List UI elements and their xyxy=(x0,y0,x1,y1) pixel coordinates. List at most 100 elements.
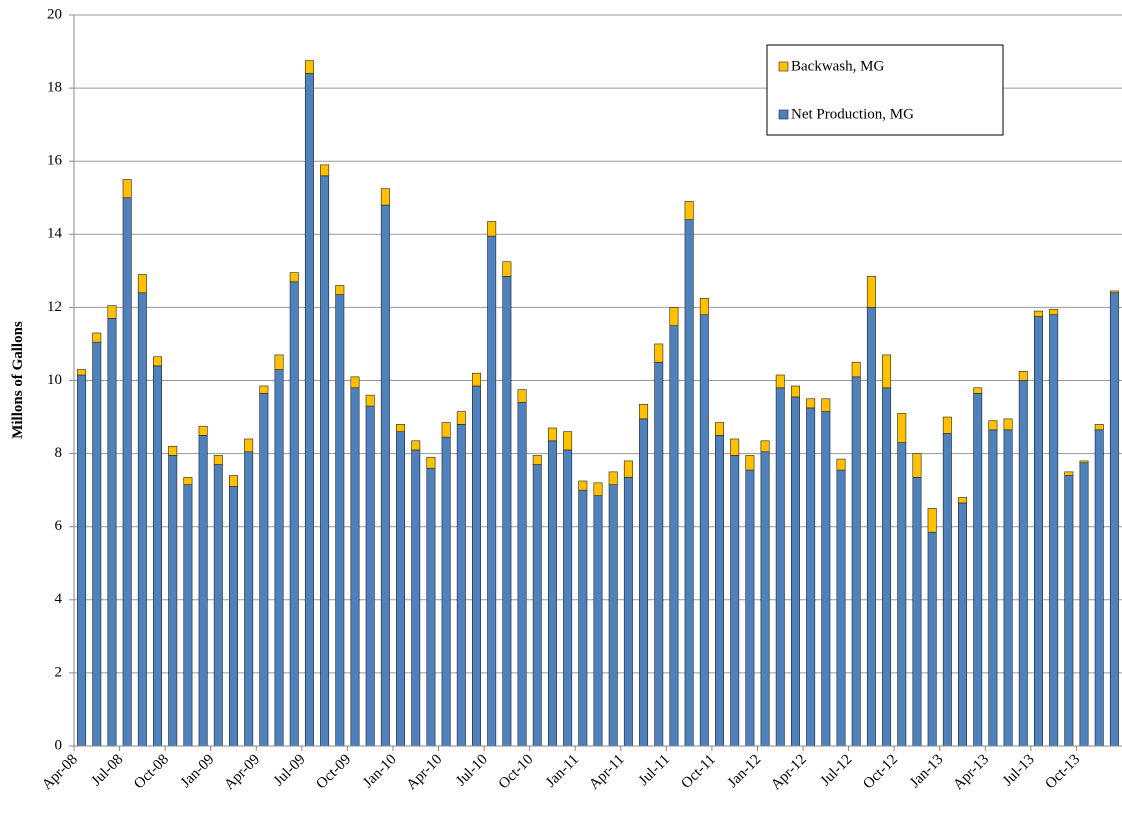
bar-segment xyxy=(289,272,299,283)
bar-segment xyxy=(1064,471,1074,476)
x-tick-label: Jan-09 xyxy=(178,752,218,792)
y-tick-label: 20 xyxy=(47,6,62,22)
bar-segment xyxy=(137,292,147,747)
bar-segment xyxy=(958,502,967,747)
y-tick-label: 8 xyxy=(55,445,63,461)
bar-segment xyxy=(1018,380,1028,747)
legend-swatch xyxy=(778,61,789,72)
bar-segment xyxy=(502,276,512,747)
x-tick-label: Oct-13 xyxy=(1042,752,1083,793)
bar-segment xyxy=(684,219,694,747)
bar-segment xyxy=(122,179,132,199)
y-tick-label: 12 xyxy=(47,299,62,315)
bar-segment xyxy=(274,369,284,747)
bar-segment xyxy=(1033,316,1043,747)
x-tick-label: Jan-11 xyxy=(543,752,582,791)
bar-segment xyxy=(623,477,633,747)
bar-segment xyxy=(927,508,937,533)
x-tick-label: Jul-10 xyxy=(453,752,491,790)
legend-label: Net Production, MG xyxy=(791,106,914,122)
y-tick-label: 16 xyxy=(47,153,63,169)
bar-segment xyxy=(958,497,967,504)
bar-segment xyxy=(593,482,603,496)
x-tick-label: Apr-13 xyxy=(950,752,992,794)
bar-segment xyxy=(411,440,421,451)
bar-segment xyxy=(836,469,846,747)
y-axis-title: Millons of Gallons xyxy=(10,321,26,439)
x-tick-label: Oct-12 xyxy=(860,752,901,793)
bar-segment xyxy=(1033,310,1043,317)
bar-segment xyxy=(487,235,497,747)
bar-segment xyxy=(745,455,755,471)
bar-segment xyxy=(320,175,330,747)
bar-segment xyxy=(92,341,102,747)
bar-segment xyxy=(1064,475,1074,747)
bar-segment xyxy=(487,221,497,237)
bar-segment xyxy=(699,314,709,747)
bar-segment xyxy=(639,418,649,747)
bar-segment xyxy=(213,455,223,465)
bar-segment xyxy=(851,361,861,378)
bar-segment xyxy=(593,495,603,747)
y-tick-label: 14 xyxy=(47,226,63,242)
x-tick-label: Apr-12 xyxy=(768,752,810,794)
bar-segment xyxy=(517,402,527,747)
x-tick-label: Apr-11 xyxy=(586,752,627,793)
bar-segment xyxy=(380,188,390,206)
bar-segment xyxy=(380,204,390,747)
legend-label: Backwash, MG xyxy=(791,58,884,74)
bar-segment xyxy=(912,453,922,478)
bar-segment xyxy=(760,440,770,453)
bar-segment xyxy=(350,376,360,389)
y-tick-label: 10 xyxy=(47,372,62,388)
bar-segment xyxy=(988,429,998,747)
bar-segment xyxy=(775,387,785,747)
bar-segment xyxy=(912,477,922,747)
bar-segment xyxy=(396,431,406,747)
bar-segment xyxy=(304,60,314,74)
bar-segment xyxy=(244,438,254,453)
bar-segment xyxy=(517,389,527,403)
bar-segment xyxy=(259,385,269,394)
x-tick-label: Apr-10 xyxy=(404,752,446,794)
bar-segment xyxy=(1049,308,1059,316)
bar-segment xyxy=(77,369,87,376)
bar-segment xyxy=(365,405,375,747)
bar-segment xyxy=(107,318,117,747)
y-tick-label: 6 xyxy=(55,518,63,534)
bar-segment xyxy=(456,411,466,425)
bar-segment xyxy=(639,403,649,420)
bar-segment xyxy=(1109,292,1119,747)
bar-segment xyxy=(821,411,831,747)
y-tick-label: 0 xyxy=(55,737,63,753)
bar-segment xyxy=(882,354,892,389)
bar-segment xyxy=(472,372,481,387)
bar-segment xyxy=(122,197,132,747)
bar-segment xyxy=(775,374,785,389)
bar-segment xyxy=(1079,460,1089,464)
bar-segment xyxy=(927,531,937,747)
bar-segment xyxy=(699,297,709,316)
bar-segment xyxy=(168,445,178,456)
bar-segment xyxy=(623,460,633,478)
x-tick-label: Jul-09 xyxy=(271,752,309,790)
bar-segment xyxy=(350,387,360,747)
legend-swatch xyxy=(778,109,789,120)
bar-segment xyxy=(320,164,330,177)
bar-segment xyxy=(441,422,451,438)
bar-segment xyxy=(259,392,269,747)
bar-segment xyxy=(730,438,740,456)
bar-segment xyxy=(1018,371,1028,381)
y-tick-label: 18 xyxy=(47,80,62,96)
x-tick-label: Jul-13 xyxy=(1000,752,1038,790)
bar-segment xyxy=(684,201,694,220)
bar-segment xyxy=(973,387,983,394)
bar-segment xyxy=(229,486,238,747)
bar-segment xyxy=(335,285,345,295)
x-tick-label: Jul-11 xyxy=(636,752,673,789)
bar-segment xyxy=(578,480,588,491)
bar-segment xyxy=(153,356,163,367)
bar-segment xyxy=(244,451,254,747)
bar-segment xyxy=(213,464,223,747)
bar-segment xyxy=(790,396,800,747)
